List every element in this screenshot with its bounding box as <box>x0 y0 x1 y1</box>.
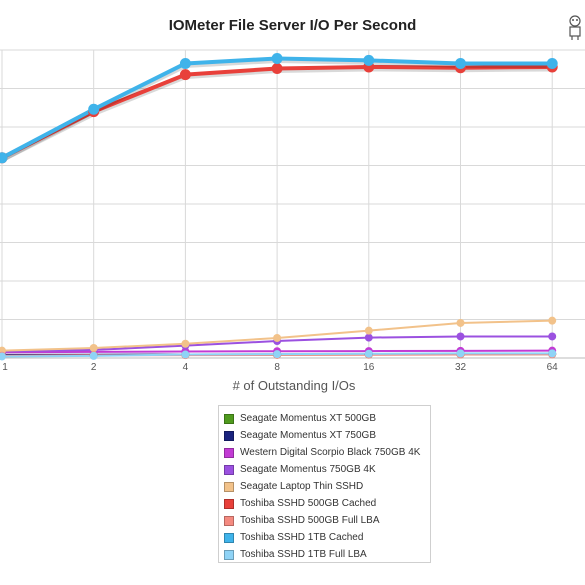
x-tick-label: 16 <box>363 362 375 373</box>
data-point <box>363 54 375 66</box>
legend-item: Seagate Momentus XT 750GB <box>224 427 430 444</box>
legend-swatch <box>224 549 234 560</box>
legend-label: Seagate Laptop Thin SSHD <box>240 481 364 492</box>
legend-item: Toshiba SSHD 500GB Full LBA <box>224 512 430 529</box>
data-point <box>271 62 283 74</box>
x-tick-label: 64 <box>547 362 559 373</box>
data-point <box>456 332 465 341</box>
data-point <box>364 349 373 358</box>
data-point <box>179 69 191 81</box>
legend-swatch <box>224 515 234 526</box>
chart-legend: Seagate Momentus XT 500GB Seagate Momentu… <box>218 405 431 563</box>
legend-swatch <box>224 481 234 492</box>
legend-item: Toshiba SSHD 500GB Cached <box>224 495 430 512</box>
legend-label: Seagate Momentus 750GB 4K <box>240 464 376 475</box>
legend-label: Toshiba SSHD 500GB Cached <box>240 498 377 509</box>
data-point <box>181 339 190 348</box>
data-point <box>548 316 557 325</box>
legend-label: Toshiba SSHD 1TB Full LBA <box>240 549 367 560</box>
x-tick-label: 4 <box>183 362 189 373</box>
x-tick-label: 2 <box>91 362 97 373</box>
legend-swatch <box>224 464 234 475</box>
series-points <box>0 52 558 361</box>
x-tick-label: 8 <box>274 362 280 373</box>
legend-item: Toshiba SSHD 1TB Cached <box>224 529 430 546</box>
chart-title: IOMeter File Server I/O Per Second <box>168 17 417 34</box>
data-point <box>179 57 191 69</box>
data-point <box>89 343 98 352</box>
legend-item: Seagate Momentus 750GB 4K <box>224 461 430 478</box>
legend-swatch <box>224 447 234 458</box>
x-tick-labels: 1 2 4 8 16 32 64 <box>2 362 558 373</box>
data-point <box>0 152 8 164</box>
data-point <box>546 57 558 69</box>
data-point <box>181 350 190 359</box>
legend-item: Western Digital Scorpio Black 750GB 4K <box>224 444 430 461</box>
legend-item: Toshiba SSHD 1TB Full LBA <box>224 546 430 563</box>
data-point <box>456 318 465 327</box>
legend-swatch <box>224 413 234 424</box>
data-point <box>273 350 282 359</box>
legend-label: Toshiba SSHD 500GB Full LBA <box>240 515 380 526</box>
legend-label: Seagate Momentus XT 750GB <box>240 430 377 441</box>
data-point <box>456 349 465 358</box>
legend-item: Seagate Laptop Thin SSHD <box>224 478 430 495</box>
legend-swatch <box>224 430 234 441</box>
data-point <box>273 333 282 342</box>
legend-swatch <box>224 532 234 543</box>
legend-item: Seagate Momentus XT 500GB <box>224 410 430 427</box>
mascot-figure-icon <box>569 15 581 40</box>
data-point <box>548 332 557 341</box>
data-point <box>548 349 557 358</box>
data-point <box>455 57 466 69</box>
legend-label: Western Digital Scorpio Black 750GB 4K <box>240 447 421 458</box>
x-tick-label: 32 <box>455 362 467 373</box>
data-point <box>89 351 98 360</box>
legend-swatch <box>224 498 234 509</box>
data-point <box>88 103 100 115</box>
data-point <box>0 352 6 361</box>
legend-label: Seagate Momentus XT 500GB <box>240 413 377 424</box>
data-point <box>271 52 283 64</box>
x-axis-label: # of Outstanding I/Os <box>233 378 356 393</box>
grid-lines <box>0 49 585 359</box>
x-tick-label: 1 <box>2 362 8 373</box>
legend-label: Toshiba SSHD 1TB Cached <box>240 532 364 543</box>
data-point <box>364 333 373 342</box>
data-point <box>364 326 373 335</box>
